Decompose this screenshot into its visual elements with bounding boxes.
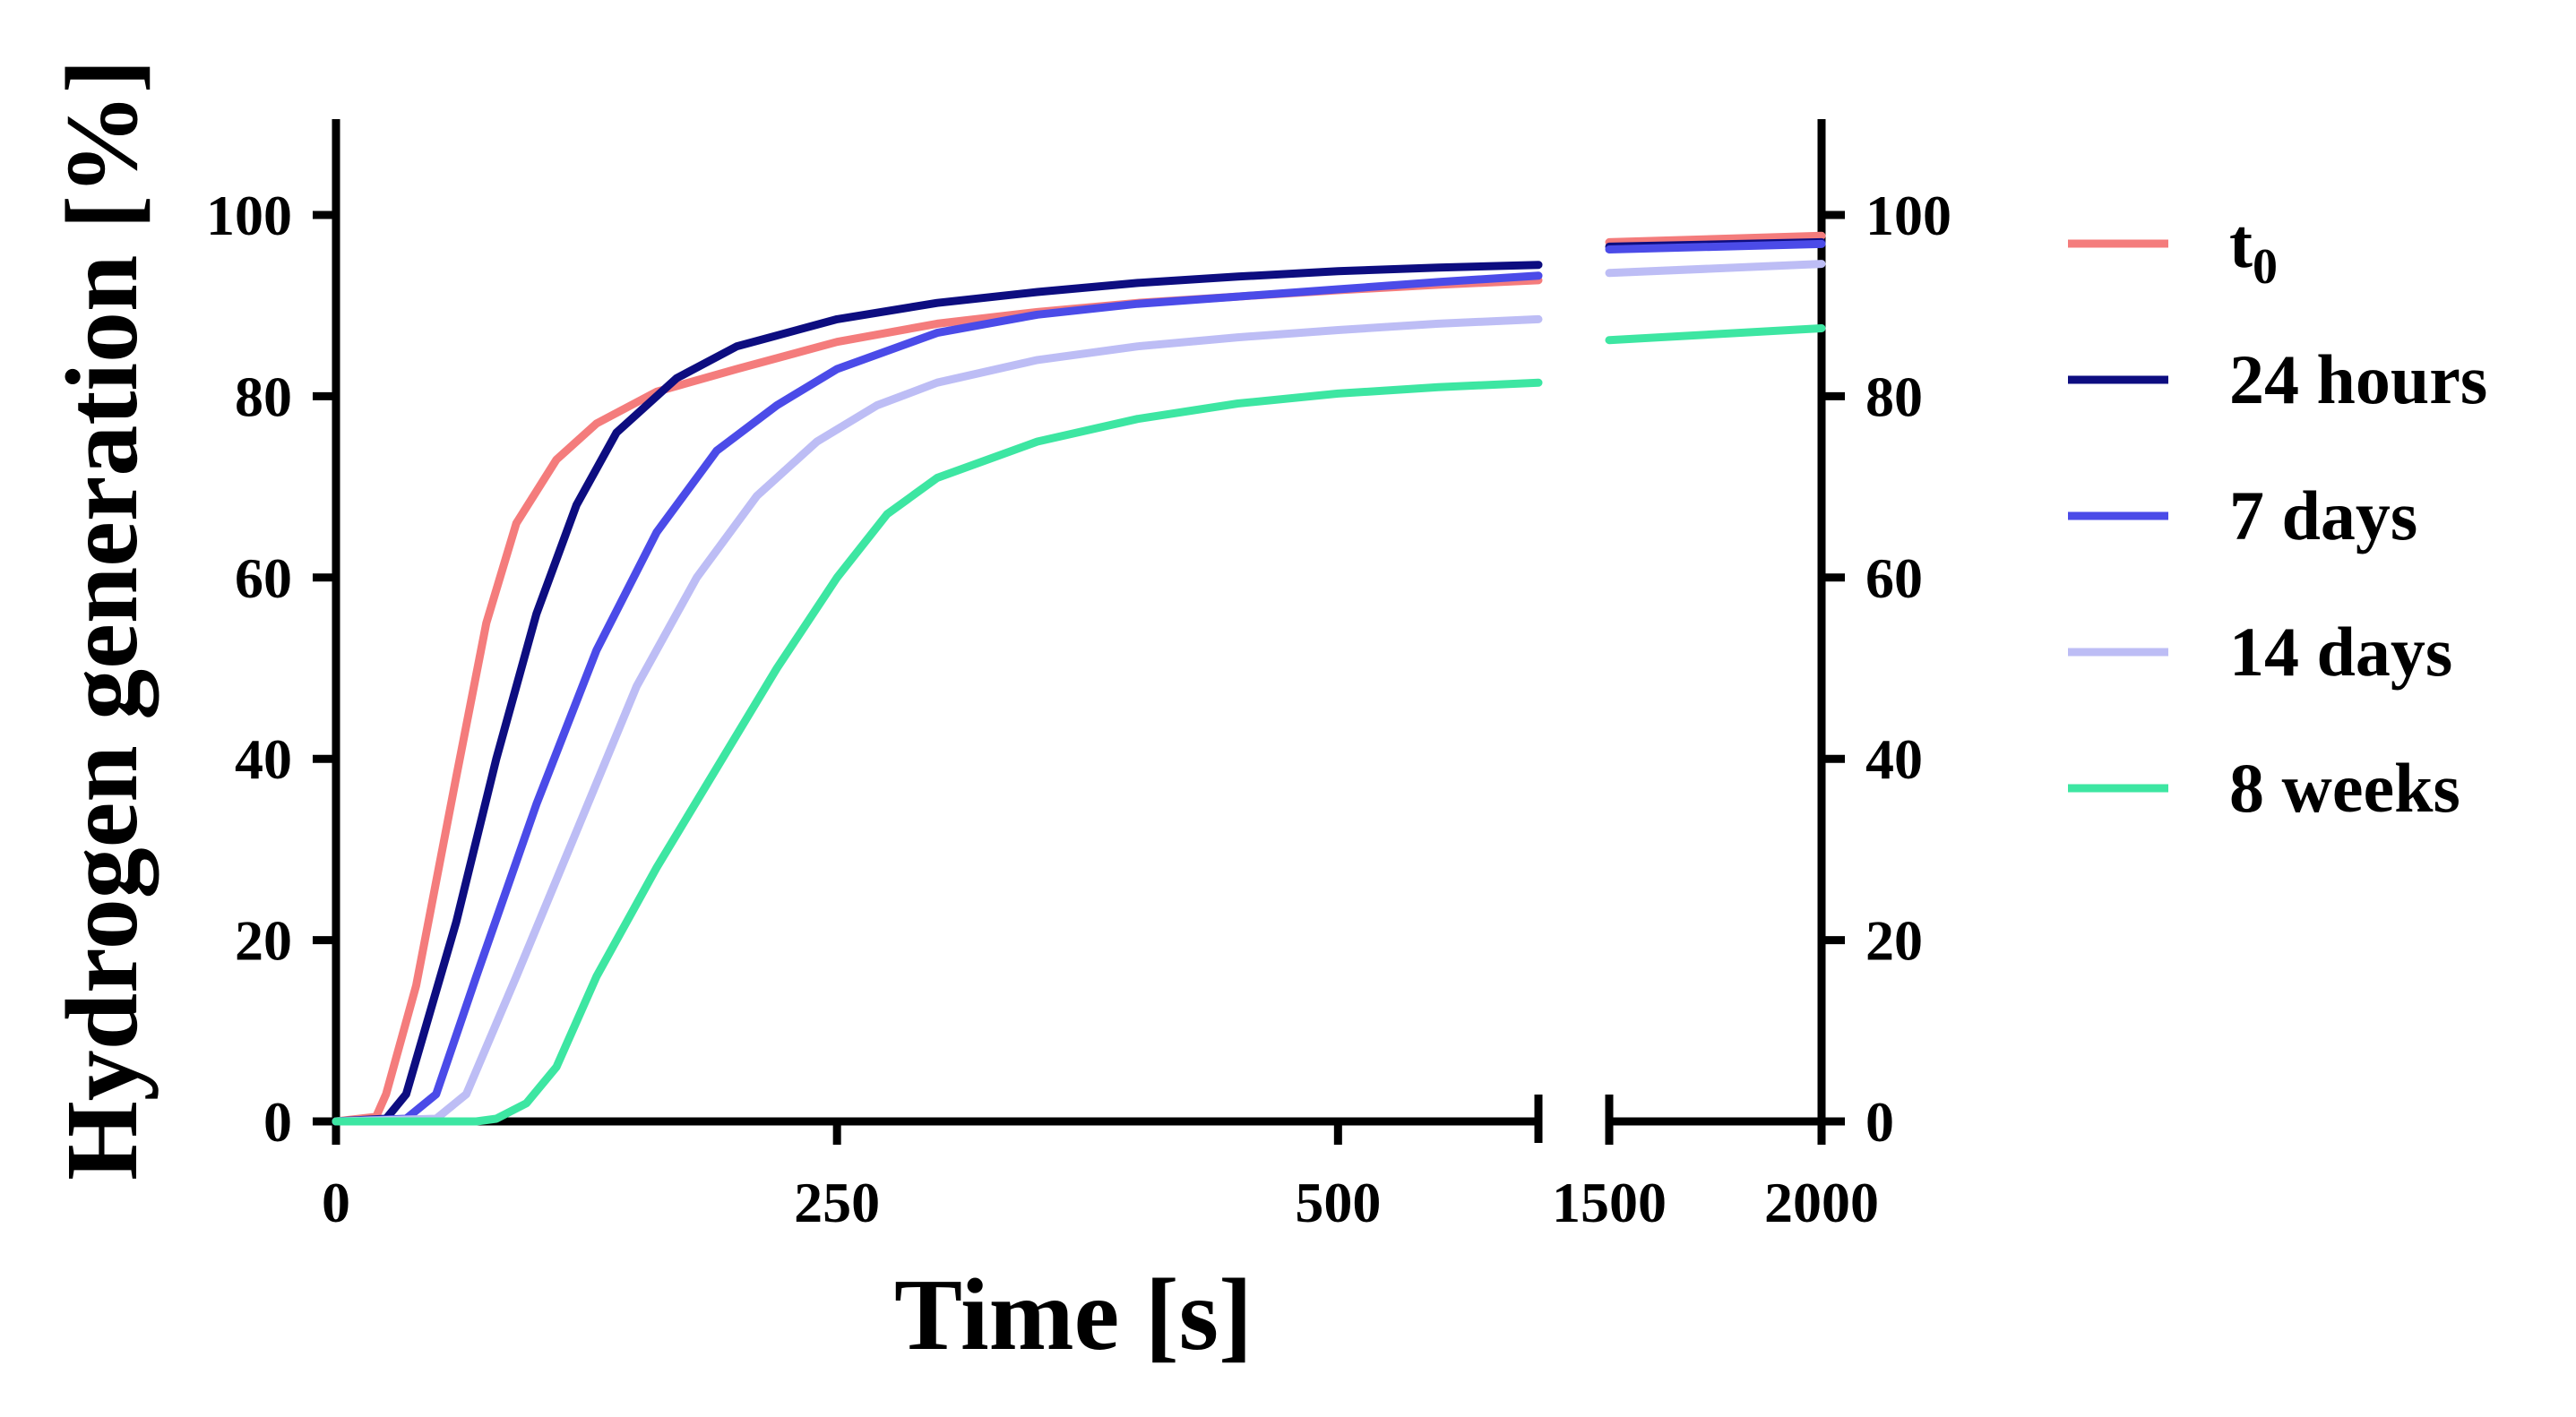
- x-axis-title: Time [s]: [894, 1258, 1253, 1371]
- legend-label-main: 8 weeks: [2229, 749, 2460, 827]
- y-tick-label-right-20: 20: [1865, 909, 1923, 973]
- y-tick-label-right-60: 60: [1865, 546, 1923, 610]
- series-line-t0-seg2: [1605, 231, 1826, 246]
- x-ticks: 0 250 500 1500 2000: [322, 1121, 1879, 1234]
- y-ticks-left: 0 20 40 60 80 100: [206, 184, 336, 1154]
- y-tick-label-left-20: 20: [235, 909, 292, 973]
- y-axis-title: Hydrogen generation [%]: [45, 59, 159, 1181]
- legend-label-24-hours: 24 hours: [2229, 340, 2487, 418]
- series-line-24-hours-seg1: [332, 261, 1543, 1126]
- legend-label-main: 14 days: [2229, 613, 2452, 691]
- legend-label-main: t: [2229, 204, 2253, 282]
- series-line-14-days-seg2: [1605, 260, 1826, 278]
- y-ticks-right: 0 20 40 60 80 100: [1822, 184, 1951, 1154]
- y-tick-label-right-80: 80: [1865, 365, 1923, 428]
- y-tick-label-left-40: 40: [235, 727, 292, 791]
- x-tick-label-1500: 1500: [1552, 1171, 1667, 1234]
- y-tick-label-left-0: 0: [263, 1090, 292, 1154]
- legend-label-main: 24 hours: [2229, 340, 2487, 418]
- x-tick-label-500: 500: [1295, 1171, 1381, 1234]
- y-tick-label-right-100: 100: [1865, 184, 1951, 247]
- x-tick-label-0: 0: [322, 1171, 350, 1234]
- y-tick-label-left-80: 80: [235, 365, 292, 428]
- legend-label-main: 7 days: [2229, 477, 2417, 554]
- legend-label-14-days: 14 days: [2229, 613, 2452, 691]
- legend-label-t0: t0: [2229, 204, 2278, 295]
- series-line-14-days-seg1: [332, 314, 1543, 1126]
- series-line-7-days-seg1: [332, 271, 1543, 1126]
- x-tick-label-250: 250: [794, 1171, 880, 1234]
- x-tick-label-2000: 2000: [1764, 1171, 1879, 1234]
- legend-label-7-days: 7 days: [2229, 477, 2417, 554]
- legend: t0 24 hours 7 days 14 days 8 weeks: [2068, 204, 2487, 827]
- axes: [332, 119, 1826, 1143]
- legend-label-subscript: 0: [2253, 239, 2278, 295]
- series-line-8-weeks-seg2: [1605, 324, 1826, 345]
- series-line-7-days-seg2: [1605, 239, 1826, 253]
- y-tick-label-left-60: 60: [235, 546, 292, 610]
- series-line-8-weeks-seg1: [332, 378, 1543, 1126]
- series-group: [332, 231, 1826, 1126]
- legend-label-8-weeks: 8 weeks: [2229, 749, 2460, 827]
- y-tick-label-left-100: 100: [206, 184, 292, 247]
- y-tick-label-right-0: 0: [1865, 1090, 1894, 1154]
- y-tick-label-right-40: 40: [1865, 727, 1923, 791]
